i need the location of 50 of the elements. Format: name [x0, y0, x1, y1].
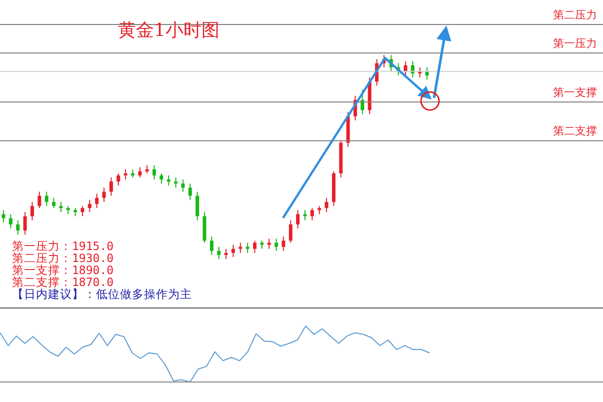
candlestick — [267, 238, 271, 250]
candlestick — [296, 210, 300, 229]
candlestick — [174, 176, 178, 188]
candlestick — [324, 197, 328, 213]
candlestick — [2, 210, 6, 223]
candlestick — [38, 191, 42, 209]
candlestick — [80, 206, 84, 217]
candlestick — [124, 168, 128, 180]
text: 第二支撑：1870.0 — [12, 275, 115, 289]
candlestick — [30, 201, 34, 221]
candlestick — [166, 174, 170, 186]
candlestick — [246, 242, 250, 254]
candlestick — [288, 220, 292, 244]
candlestick — [160, 172, 164, 184]
annotation: 第一压力：1915.0 — [12, 239, 115, 253]
text: 第一支撑：1890.0 — [12, 263, 115, 277]
candlestick — [59, 201, 63, 213]
chart-title: 黄金1小时图 — [118, 19, 220, 42]
candlestick — [253, 240, 256, 254]
candlestick — [116, 172, 120, 186]
candlestick — [310, 208, 314, 221]
candlestick — [274, 238, 278, 252]
candlestick — [303, 210, 307, 221]
candlestick — [95, 193, 99, 209]
candlestick — [238, 242, 242, 254]
candlestick — [217, 246, 221, 260]
candlestick — [109, 176, 113, 196]
ref-line-label: 第二压力 — [553, 8, 597, 22]
ref-line-label: 第二支撑 — [553, 124, 597, 138]
annotation: 第二压力：1930.0 — [12, 251, 115, 265]
candlestick — [196, 191, 200, 221]
ref-line-label: 第一支撑 — [553, 86, 597, 99]
candlestick — [152, 164, 156, 180]
ref-line-label: 第一压力 — [553, 37, 597, 50]
candlestick — [181, 178, 185, 192]
candlestick — [102, 187, 106, 202]
candlestick — [282, 236, 286, 252]
candlestick — [16, 220, 20, 236]
candlestick — [8, 214, 12, 229]
candlestick — [138, 166, 142, 178]
candlestick — [52, 197, 56, 209]
candlestick — [88, 199, 92, 213]
candlestick — [44, 191, 48, 207]
candlestick — [210, 236, 214, 256]
candlestick — [224, 248, 228, 260]
candlestick — [23, 212, 27, 236]
text: 【日内建议】：低位做多操作为主 — [12, 287, 192, 301]
candlestick — [188, 183, 192, 200]
candlestick — [231, 244, 235, 258]
candlestick — [404, 60, 408, 76]
